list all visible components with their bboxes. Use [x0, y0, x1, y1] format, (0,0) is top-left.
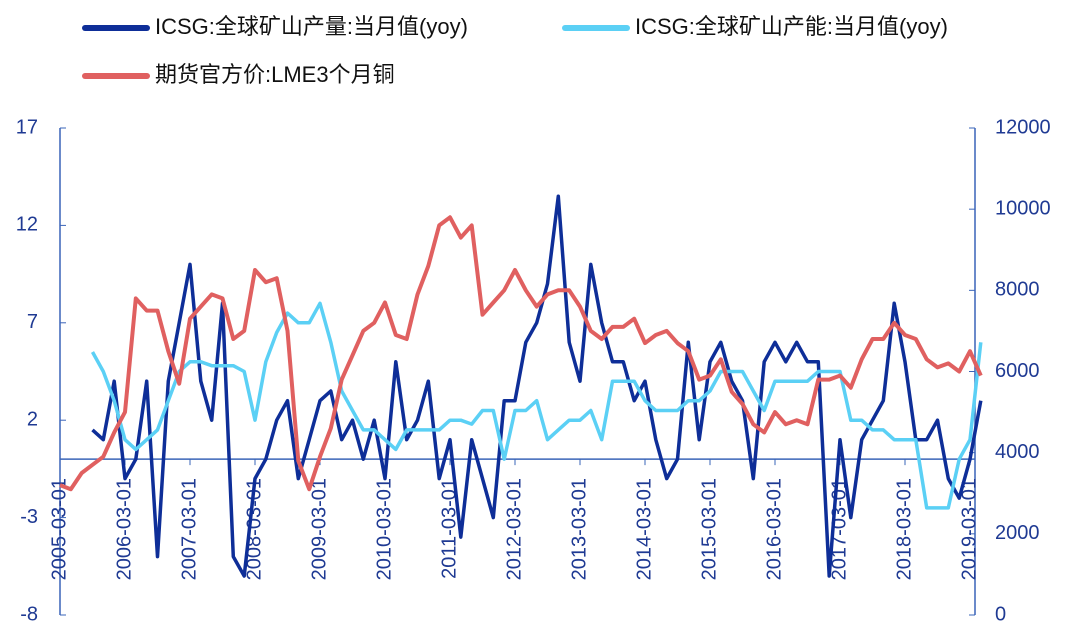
x-tick-label: 2005-03-01 [48, 478, 70, 580]
x-tick-label: 2013-03-01 [568, 478, 590, 580]
y-tick-label: -3 [20, 506, 38, 528]
y2-tick-label: 12000 [995, 116, 1051, 138]
y2-tick-label: 0 [995, 603, 1006, 625]
y-tick-label: 2 [27, 408, 38, 430]
y2-tick-label: 8000 [995, 279, 1040, 301]
x-tick-label: 2016-03-01 [763, 478, 785, 580]
x-tick-label: 2009-03-01 [308, 478, 330, 580]
x-tick-label: 2015-03-01 [698, 478, 720, 580]
series-line [59, 215, 983, 492]
legend-label: ICSG:全球矿山产量:当月值(yoy) [155, 14, 468, 39]
x-tick-label: 2008-03-01 [243, 478, 265, 580]
y2-tick-label: 6000 [995, 360, 1040, 382]
x-tick-label: 2010-03-01 [373, 478, 395, 580]
legend-label: 期货官方价:LME3个月铜 [155, 62, 395, 87]
y2-tick-label: 4000 [995, 441, 1040, 463]
y-tick-label: 17 [16, 116, 38, 138]
y-tick-label: -8 [20, 603, 38, 625]
legend-label: ICSG:全球矿山产能:当月值(yoy) [635, 14, 948, 39]
series-line [91, 194, 983, 578]
x-tick-label: 2007-03-01 [178, 478, 200, 580]
x-tick-label: 2006-03-01 [113, 478, 135, 580]
series-line [90, 301, 983, 510]
x-tick-label: 2018-03-01 [893, 478, 915, 580]
y-tick-label: 7 [27, 311, 38, 333]
y2-tick-label: 10000 [995, 197, 1051, 219]
y2-tick-label: 2000 [995, 522, 1040, 544]
x-tick-label: 2019-03-01 [958, 478, 980, 580]
y-tick-label: 12 [16, 214, 38, 236]
x-tick-label: 2012-03-01 [503, 478, 525, 580]
x-tick-label: 2011-03-01 [438, 478, 460, 579]
x-tick-label: 2014-03-01 [633, 478, 655, 580]
